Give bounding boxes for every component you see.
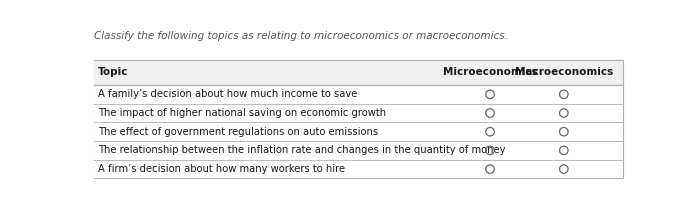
Bar xyxy=(94,122,624,141)
Text: Classify the following topics as relating to microeconomics or macroeconomics.: Classify the following topics as relatin… xyxy=(94,31,508,41)
Bar xyxy=(94,60,624,178)
Text: Macroeconomics: Macroeconomics xyxy=(514,67,613,77)
Text: The relationship between the inflation rate and changes in the quantity of money: The relationship between the inflation r… xyxy=(98,145,506,155)
Bar xyxy=(94,160,624,178)
Bar xyxy=(94,60,624,85)
Text: The impact of higher national saving on economic growth: The impact of higher national saving on … xyxy=(98,108,386,118)
Text: A firm’s decision about how many workers to hire: A firm’s decision about how many workers… xyxy=(98,164,346,174)
Text: Topic: Topic xyxy=(98,67,129,77)
Text: The effect of government regulations on auto emissions: The effect of government regulations on … xyxy=(98,127,379,137)
Text: A family’s decision about how much income to save: A family’s decision about how much incom… xyxy=(98,89,358,99)
Bar xyxy=(94,141,624,160)
Bar xyxy=(94,85,624,104)
Bar xyxy=(94,104,624,122)
Text: Microeconomics: Microeconomics xyxy=(442,67,538,77)
